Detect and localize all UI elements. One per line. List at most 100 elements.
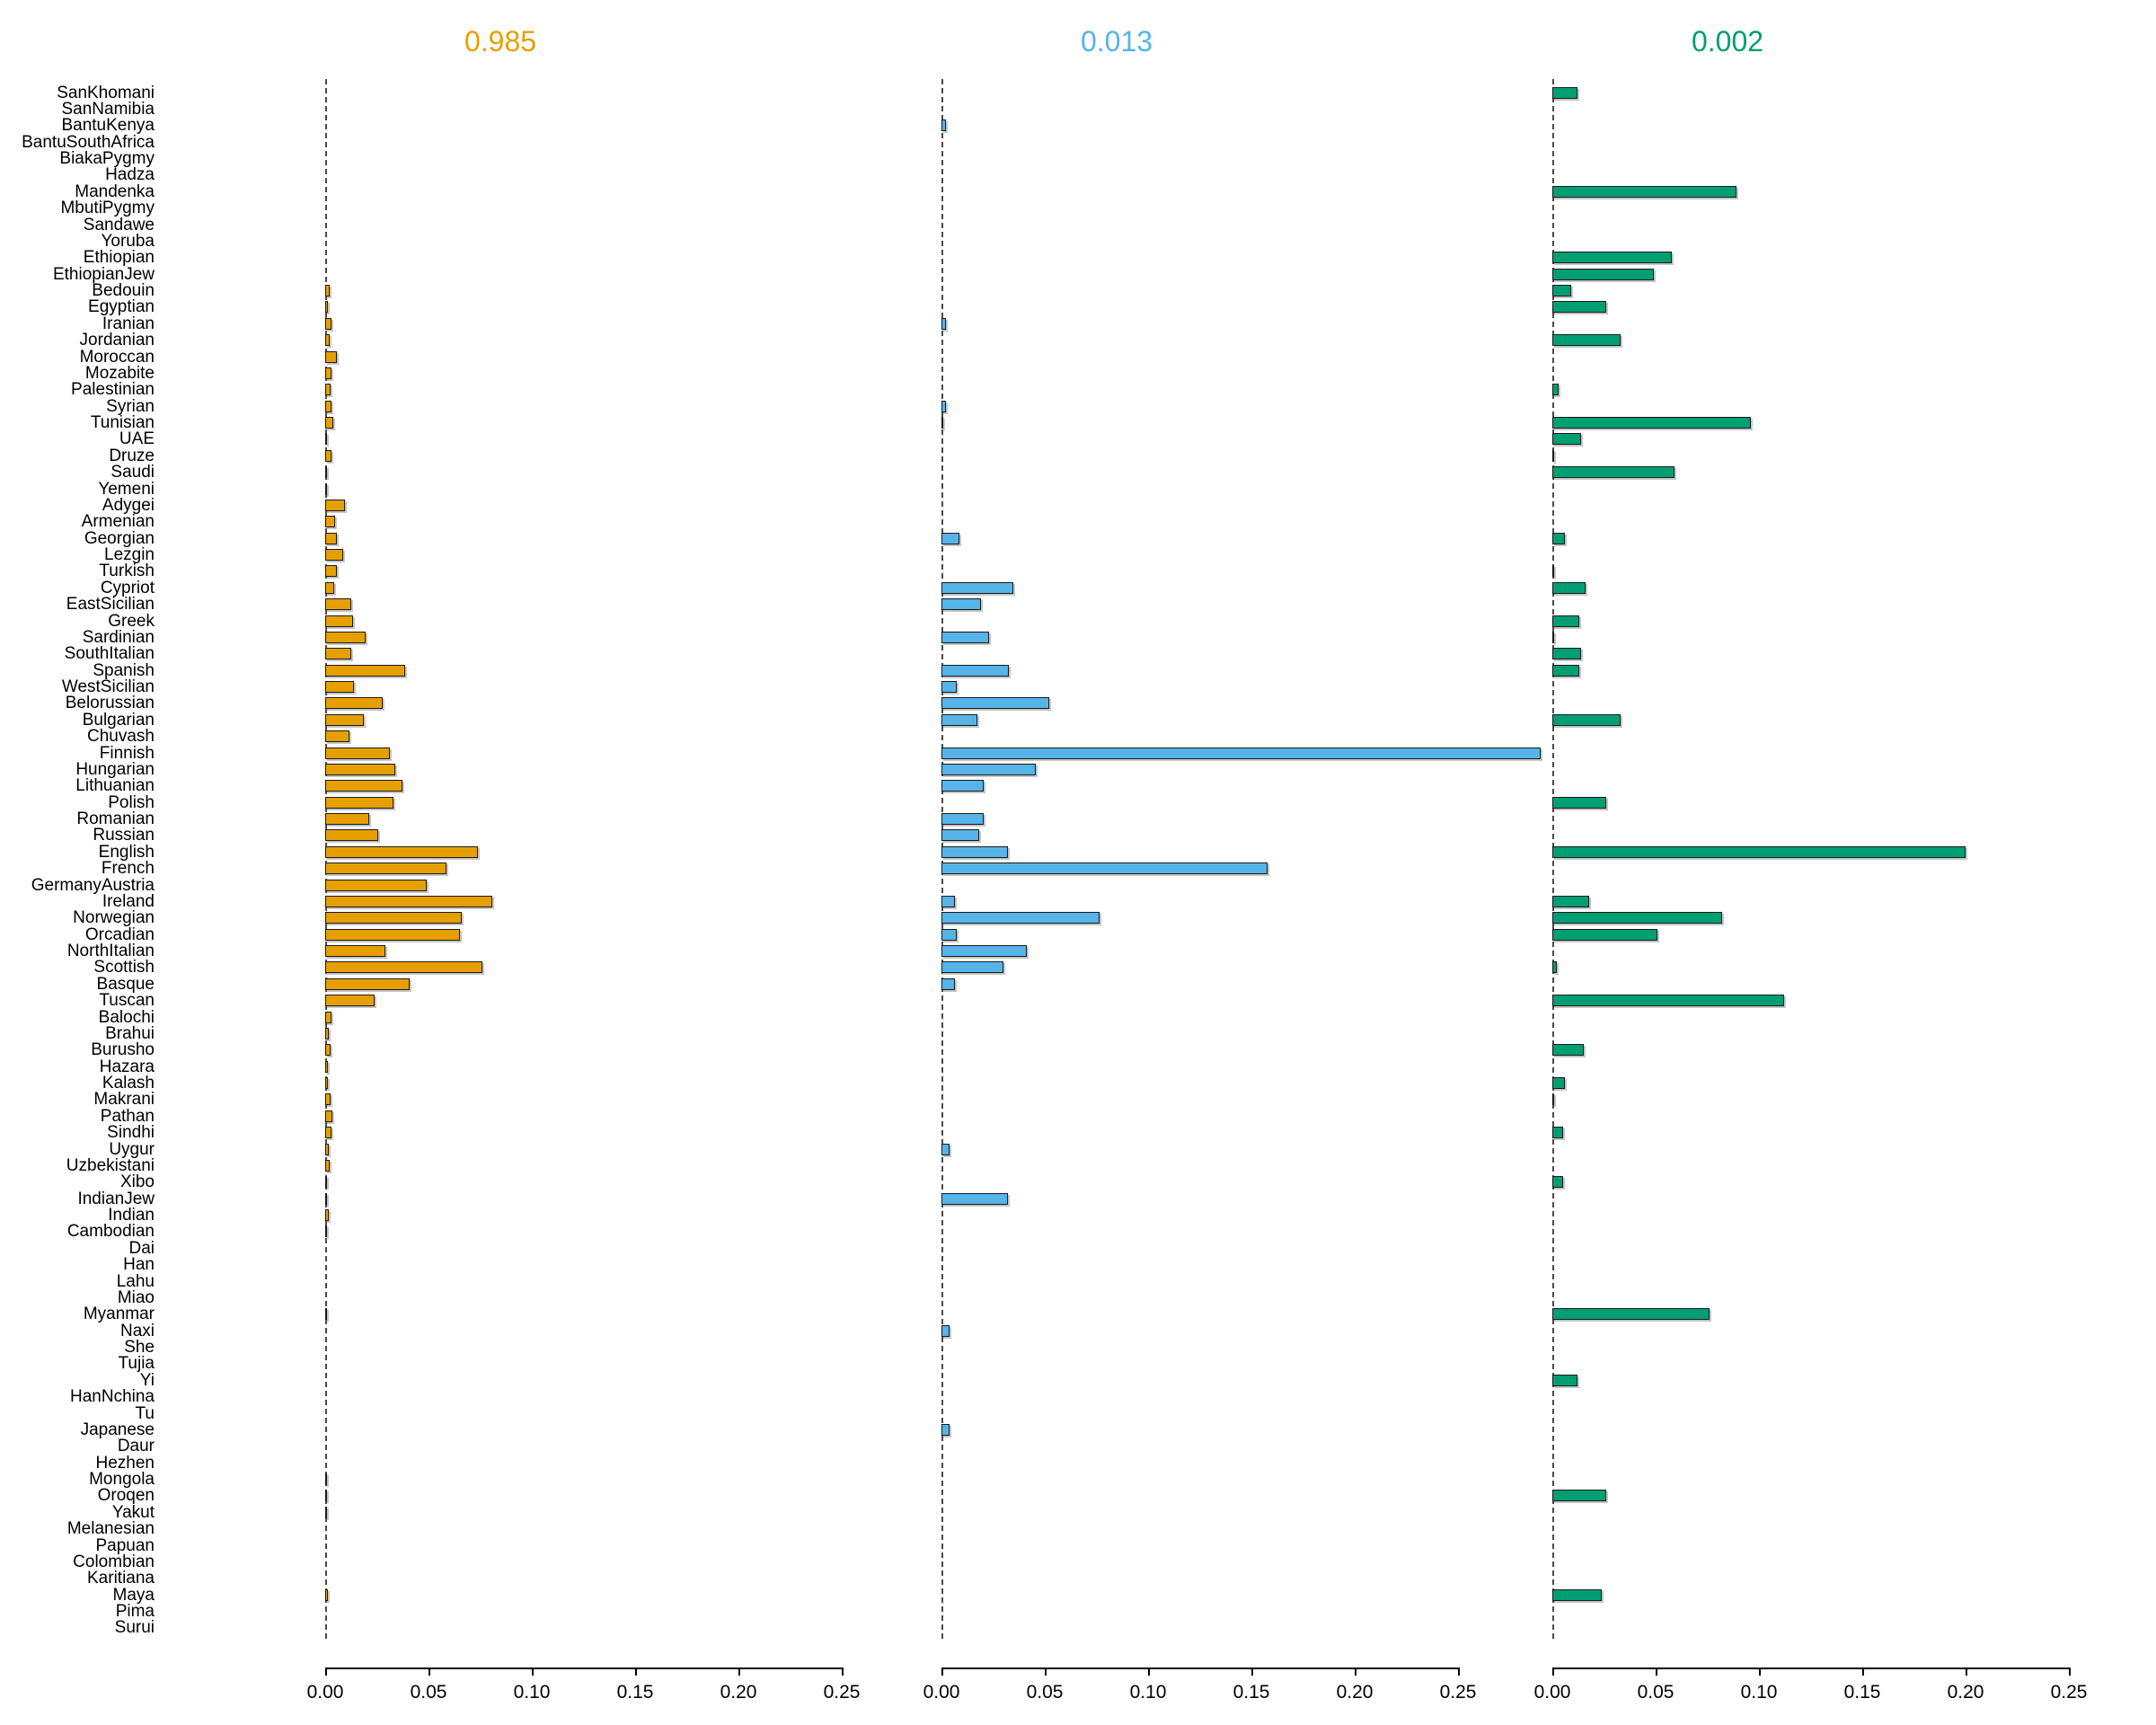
x-axis-tick-label: 0.00 (306, 1682, 344, 1703)
bar (325, 681, 354, 694)
x-axis-tick-label: 0.20 (1947, 1682, 1984, 1703)
bar (325, 1308, 327, 1321)
population-label: Tu (135, 1403, 155, 1423)
population-label: Lahu (116, 1271, 155, 1291)
population-label: BantuKenya (61, 116, 155, 136)
bar (325, 1588, 329, 1601)
bar (325, 713, 365, 726)
bar (941, 862, 1268, 875)
population-label: Hadza (105, 165, 155, 185)
bar (1552, 532, 1565, 544)
bar (325, 945, 385, 958)
population-label: Yoruba (101, 231, 155, 251)
population-label: Sardinian (82, 627, 155, 647)
population-label: Orcadian (84, 924, 155, 944)
population-label: Hazara (99, 1057, 155, 1076)
bar (941, 813, 984, 826)
bar (941, 912, 1100, 924)
population-label: Finnish (99, 743, 155, 763)
bar (325, 1093, 331, 1106)
population-label: EastSicilian (66, 595, 155, 615)
population-label: Oroqen (97, 1486, 155, 1506)
population-label: Hezhen (95, 1453, 155, 1473)
bar (325, 499, 345, 511)
population-label: Mongola (89, 1470, 155, 1490)
bar (1552, 301, 1606, 314)
bar (325, 400, 332, 412)
bar (325, 796, 394, 809)
bar (941, 417, 944, 429)
population-label: Georgian (84, 528, 155, 548)
x-axis (941, 1668, 1458, 1669)
panel-header: 0.985 (464, 25, 537, 58)
bar (325, 449, 331, 462)
population-label: Yi (139, 1370, 155, 1390)
bar (325, 317, 332, 330)
population-label: Surui (114, 1618, 155, 1638)
bar (941, 928, 958, 941)
bar (941, 845, 1008, 858)
population-label: IndianJew (77, 1189, 155, 1208)
bar (325, 1490, 327, 1502)
population-label: Polish (108, 792, 155, 812)
population-label: Uzbekistani (66, 1155, 155, 1175)
x-axis-tick (1458, 1668, 1460, 1676)
population-label: Colombian (73, 1552, 155, 1571)
bar (1552, 912, 1722, 924)
population-label: Greek (108, 611, 155, 631)
bar (1552, 1044, 1584, 1057)
x-axis-tick-label: 0.25 (1439, 1682, 1477, 1703)
population-label: Bulgarian (82, 710, 155, 730)
bar (325, 1011, 332, 1023)
population-label: Tuscan (99, 991, 155, 1011)
x-axis-tick (2069, 1668, 2071, 1676)
bar (325, 879, 427, 891)
x-axis-tick (1552, 1668, 1554, 1676)
population-label: UAE (119, 429, 155, 449)
bar (325, 813, 369, 826)
bar (325, 648, 351, 660)
bar (941, 978, 956, 990)
population-label: Mandenka (75, 181, 155, 201)
bar (325, 631, 367, 643)
x-axis-tick-label: 0.05 (1637, 1682, 1674, 1703)
bar (325, 961, 482, 974)
population-label: Tujia (118, 1354, 155, 1374)
bar (325, 1044, 331, 1057)
bar (325, 598, 351, 611)
bar (325, 1209, 330, 1222)
bar (1552, 995, 1784, 1007)
bar (1552, 1308, 1710, 1321)
bar (1552, 796, 1606, 809)
bar (325, 1127, 332, 1139)
population-label: Dai (128, 1238, 155, 1258)
population-label: Xibo (119, 1172, 155, 1192)
x-axis-tick (1355, 1668, 1356, 1676)
x-axis-tick (1966, 1668, 1967, 1676)
bar (941, 681, 957, 694)
bar (941, 532, 959, 544)
bar (325, 1110, 333, 1122)
x-axis-tick (429, 1668, 430, 1676)
panel-header: 0.002 (1691, 25, 1764, 58)
population-label: Lithuanian (75, 776, 155, 796)
population-label: Balochi (98, 1007, 155, 1027)
bar (1552, 334, 1621, 347)
population-label: Daur (117, 1437, 155, 1456)
population-label: EthiopianJew (52, 264, 155, 284)
bar (1552, 252, 1673, 264)
x-axis-tick (1045, 1668, 1047, 1676)
bar (325, 549, 343, 562)
x-axis-tick (1656, 1668, 1657, 1676)
bar (1552, 631, 1555, 643)
population-label: Myanmar (83, 1305, 155, 1324)
population-label: Turkish (99, 562, 155, 581)
population-label: Scottish (93, 958, 155, 978)
population-label: Japanese (80, 1420, 155, 1439)
bar (1552, 565, 1555, 578)
x-axis (1552, 1668, 2069, 1669)
population-label: Hungarian (75, 759, 155, 779)
x-axis-tick (738, 1668, 740, 1676)
bar (1552, 466, 1674, 479)
population-label: Saudi (110, 463, 155, 482)
